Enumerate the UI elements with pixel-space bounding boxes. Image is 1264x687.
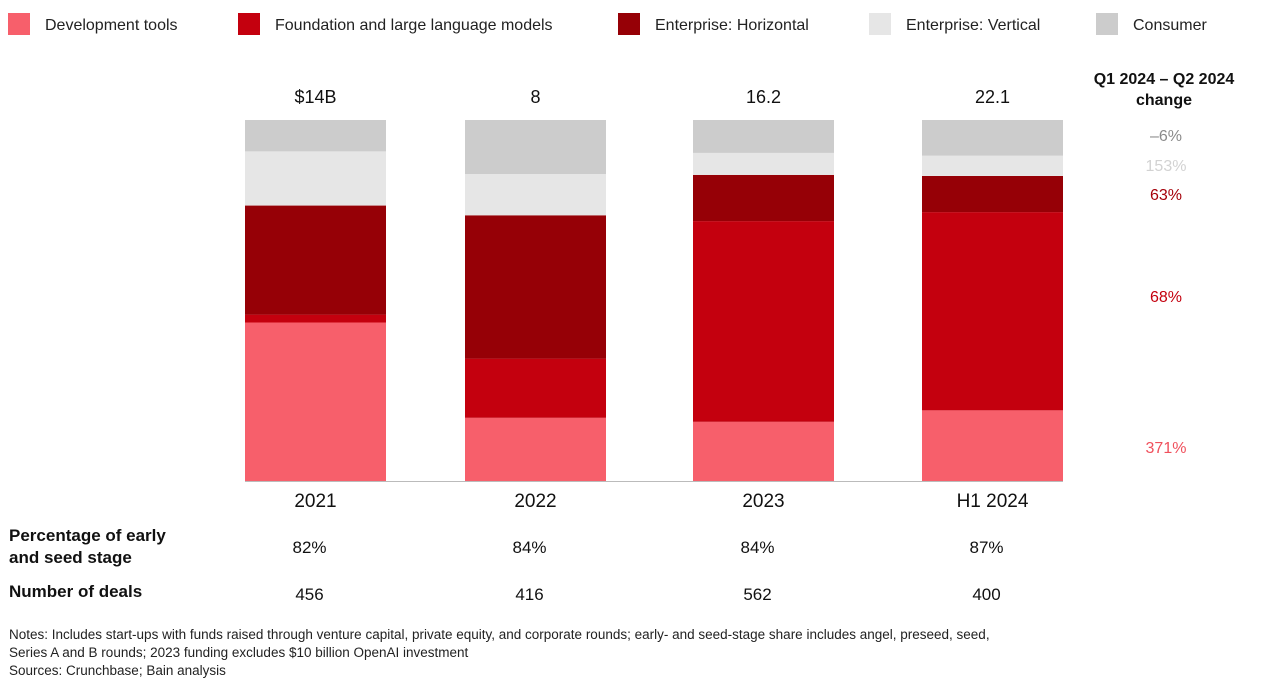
legend-swatch: [238, 13, 260, 35]
chart-notes: Notes: Includes start-ups with funds rai…: [9, 626, 1249, 680]
legend-label: Development tools: [45, 17, 178, 34]
bar-segment: [465, 358, 606, 418]
x-tick-label: H1 2024: [957, 491, 1029, 512]
row-value: 456: [295, 585, 323, 604]
row-value: 87%: [969, 538, 1003, 557]
bar-segment: [465, 215, 606, 359]
bar-segment: [465, 120, 606, 175]
bar-total-label: 16.2: [746, 87, 781, 107]
legend-label: Foundation and large language models: [275, 17, 553, 34]
notes-line: Series A and B rounds; 2023 funding excl…: [9, 645, 469, 660]
bar-segment: [922, 410, 1063, 481]
bar-segment: [693, 152, 834, 175]
change-value: 153%: [1146, 158, 1187, 175]
row-value: 416: [515, 585, 543, 604]
bar-segment: [922, 120, 1063, 156]
change-value: 68%: [1150, 289, 1182, 306]
bar-segment: [245, 205, 386, 315]
notes-line: Notes: Includes start-ups with funds rai…: [9, 627, 990, 642]
bar-total-label: 22.1: [975, 87, 1010, 107]
bar-segment: [245, 120, 386, 152]
bar-total-label: 8: [530, 87, 540, 107]
legend-swatch: [1096, 13, 1118, 35]
row-value: 84%: [512, 538, 546, 557]
legend-label: Enterprise: Vertical: [906, 17, 1040, 34]
legend-swatch: [618, 13, 640, 35]
change-header: Q1 2024 – Q2 2024: [1094, 71, 1235, 88]
legend-swatch: [869, 13, 891, 35]
stacked-bar-chart: Development tools Foundation and large la…: [8, 13, 1235, 604]
row-value: 400: [972, 585, 1000, 604]
row-header: Percentage of early: [9, 526, 166, 545]
bar-segment: [922, 176, 1063, 213]
bar-segment: [245, 314, 386, 323]
bar-segment: [245, 322, 386, 481]
bar-segment: [693, 221, 834, 422]
x-tick-label: 2022: [514, 491, 556, 512]
row-value: 562: [743, 585, 771, 604]
change-header: change: [1136, 92, 1192, 109]
row-value: 84%: [740, 538, 774, 557]
x-tick-label: 2023: [742, 491, 784, 512]
row-header: and seed stage: [9, 548, 132, 567]
row-header: Number of deals: [9, 582, 142, 601]
bar-segment: [693, 120, 834, 153]
bar-segment: [693, 421, 834, 481]
x-tick-label: 2021: [294, 491, 336, 512]
sources-line: Sources: Crunchbase; Bain analysis: [9, 663, 226, 678]
bar-segment: [693, 174, 834, 222]
bar-segment: [245, 151, 386, 206]
change-value: –6%: [1150, 128, 1182, 145]
bar-total-label: $14B: [294, 87, 336, 107]
legend-label: Enterprise: Horizontal: [655, 17, 809, 34]
legend-label: Consumer: [1133, 17, 1207, 34]
legend-swatch: [8, 13, 30, 35]
change-value: 63%: [1150, 187, 1182, 204]
bar-segment: [465, 174, 606, 216]
bar-segment: [465, 417, 606, 481]
change-value: 371%: [1146, 440, 1187, 457]
bar-segment: [922, 155, 1063, 176]
bar-segment: [922, 212, 1063, 411]
row-value: 82%: [292, 538, 326, 557]
